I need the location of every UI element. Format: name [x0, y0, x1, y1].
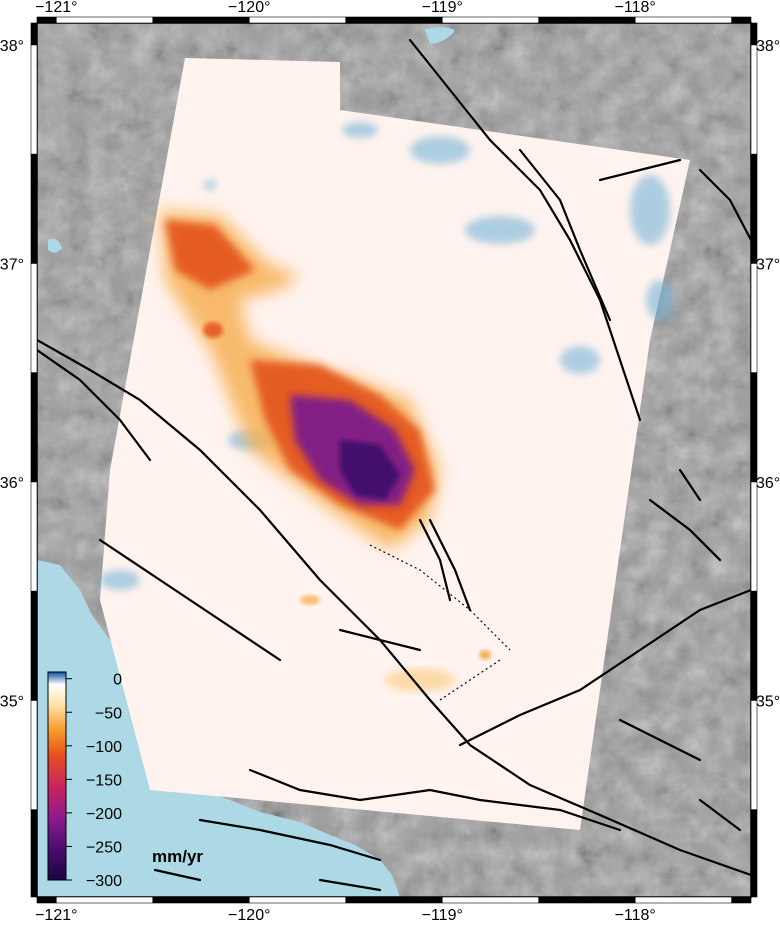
frame-bar-bottom: [345, 896, 443, 904]
pacific-ocean: [37, 560, 400, 897]
lat-tick-label: 37°: [756, 256, 780, 273]
frame-bar-right: [750, 263, 758, 373]
frame-bar-top: [55, 16, 154, 24]
frame-bar-bottom: [36, 896, 57, 904]
colorbar-tick-label: −200: [86, 806, 122, 823]
frame-bar-top: [731, 16, 752, 24]
frame-ticks: [30, 16, 758, 904]
lat-labels-right: 38° 37° 36° 35°: [756, 38, 780, 710]
lon-tick-label: −118°: [615, 0, 656, 16]
lat-tick-label: 35°: [0, 693, 24, 710]
frame-bar-left: [30, 263, 38, 373]
frame-bar-bottom: [55, 896, 154, 904]
colorbar-unit: mm/yr: [152, 847, 203, 866]
fault-lines-dotted: [369, 149, 541, 701]
subsidence-bowl: [160, 210, 491, 692]
lon-tick-label: −119°: [422, 907, 463, 924]
lon-tick-label: −120°: [228, 0, 270, 16]
colorbar-tick-label: −100: [86, 739, 122, 756]
frame-bar-top: [538, 16, 636, 24]
frame-bar-left: [30, 809, 38, 898]
fault-lines: [37, 38, 751, 892]
lon-tick-label: −121°: [35, 907, 77, 924]
lat-tick-label: 35°: [756, 693, 780, 710]
colorbar-ticks: 0 −50 −100 −150 −200 −250 −300: [66, 672, 122, 890]
lon-tick-label: −118°: [615, 907, 656, 924]
frame-bar-right: [750, 809, 758, 898]
frame-bar-top: [248, 16, 347, 24]
frame-bar-left: [30, 153, 38, 264]
lat-tick-label: 36°: [756, 475, 780, 492]
frame-bar-right: [750, 481, 758, 592]
frame-bar-right: [750, 153, 758, 264]
lon-labels-bottom: −121° −120° −119° −118°: [35, 907, 656, 924]
frame-bar-bottom: [248, 896, 347, 904]
frame-bar-right: [750, 700, 758, 810]
lake-small: [48, 238, 62, 253]
frame-bar-right: [750, 590, 758, 701]
frame-bar-bottom: [538, 896, 636, 904]
colorbar-tick-label: −250: [86, 839, 122, 856]
frame-bar-top: [634, 16, 733, 24]
lat-tick-label: 38°: [756, 38, 780, 55]
lat-tick-label: 38°: [0, 38, 24, 55]
frame-bar-top: [152, 16, 250, 24]
frame-bar-top: [36, 16, 57, 24]
colorbar-tick-label: 0: [113, 672, 122, 689]
frame-bar-left: [30, 590, 38, 701]
frame-bar-bottom: [634, 896, 733, 904]
frame-bar-bottom: [441, 896, 540, 904]
colorbar-tick-label: −150: [86, 772, 122, 789]
lake-tahoe-area: [425, 27, 455, 44]
lon-labels-top: −121° −120° −119° −118°: [35, 0, 656, 16]
lon-tick-label: −120°: [228, 907, 270, 924]
colorbar: 0 −50 −100 −150 −200 −250 −300 mm/yr: [47, 671, 203, 890]
frame-bar-bottom: [731, 896, 752, 904]
frame-bar-left: [30, 44, 38, 155]
frame-bar-left: [30, 700, 38, 810]
lon-tick-label: −119°: [422, 0, 463, 16]
colorbar-gradient: [47, 671, 67, 881]
lat-tick-label: 36°: [0, 475, 24, 492]
lat-tick-label: 37°: [0, 256, 24, 273]
frame-bar-right: [750, 372, 758, 483]
lat-labels-left: 38° 37° 36° 35°: [0, 38, 24, 710]
frame-bar-top: [441, 16, 540, 24]
frame-bar-left: [30, 481, 38, 592]
lon-tick-label: −121°: [35, 0, 77, 16]
frame-bar-bottom: [152, 896, 250, 904]
frame-bar-left: [30, 372, 38, 483]
frame-bar-left: [30, 22, 38, 46]
frame-bar-top: [345, 16, 443, 24]
colorbar-tick-label: −50: [95, 705, 122, 722]
frame-bar-right: [750, 22, 758, 46]
frame-bar-right: [750, 44, 758, 155]
colorbar-tick-label: −300: [86, 873, 122, 890]
